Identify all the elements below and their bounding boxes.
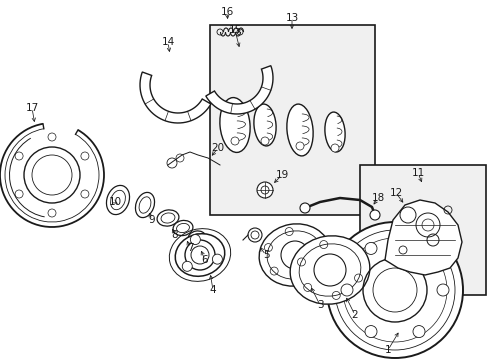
Text: 14: 14 — [161, 37, 174, 47]
Polygon shape — [140, 72, 210, 123]
Circle shape — [364, 242, 376, 255]
Circle shape — [295, 142, 304, 150]
Circle shape — [369, 210, 379, 220]
Ellipse shape — [173, 220, 193, 235]
Text: 15: 15 — [228, 25, 241, 35]
Text: 18: 18 — [370, 193, 384, 203]
Circle shape — [412, 325, 424, 338]
Text: 5: 5 — [262, 250, 269, 260]
Circle shape — [412, 242, 424, 255]
Circle shape — [340, 284, 352, 296]
Circle shape — [299, 203, 309, 213]
Text: 12: 12 — [388, 188, 402, 198]
Circle shape — [326, 222, 462, 358]
Ellipse shape — [253, 104, 276, 146]
Ellipse shape — [188, 231, 205, 245]
Text: 11: 11 — [410, 168, 424, 178]
Ellipse shape — [289, 236, 369, 304]
Text: 3: 3 — [316, 300, 323, 310]
Circle shape — [364, 325, 376, 338]
Polygon shape — [384, 200, 461, 275]
Text: 7: 7 — [186, 243, 193, 253]
Text: 13: 13 — [285, 13, 298, 23]
Circle shape — [436, 284, 448, 296]
Circle shape — [230, 137, 239, 145]
Ellipse shape — [259, 224, 330, 286]
Text: 17: 17 — [25, 103, 39, 113]
Circle shape — [182, 261, 192, 271]
Text: 20: 20 — [211, 143, 224, 153]
Bar — [359, 165, 485, 295]
Text: 8: 8 — [171, 230, 178, 240]
Text: 16: 16 — [220, 7, 233, 17]
Ellipse shape — [157, 210, 179, 226]
Polygon shape — [205, 66, 272, 114]
Ellipse shape — [135, 192, 154, 217]
Circle shape — [212, 254, 222, 264]
Ellipse shape — [106, 185, 129, 215]
Circle shape — [257, 182, 272, 198]
Text: 9: 9 — [148, 215, 155, 225]
Text: 19: 19 — [275, 170, 288, 180]
Circle shape — [184, 240, 215, 270]
Circle shape — [190, 235, 200, 244]
Bar — [209, 25, 374, 215]
Circle shape — [330, 144, 338, 152]
Text: 10: 10 — [108, 197, 122, 207]
Ellipse shape — [220, 98, 250, 152]
Text: 2: 2 — [351, 310, 358, 320]
Text: 6: 6 — [201, 255, 208, 265]
Circle shape — [261, 137, 268, 145]
Text: 1: 1 — [384, 345, 390, 355]
Ellipse shape — [286, 104, 312, 156]
Text: 4: 4 — [209, 285, 216, 295]
Ellipse shape — [324, 112, 345, 152]
Ellipse shape — [175, 234, 224, 276]
